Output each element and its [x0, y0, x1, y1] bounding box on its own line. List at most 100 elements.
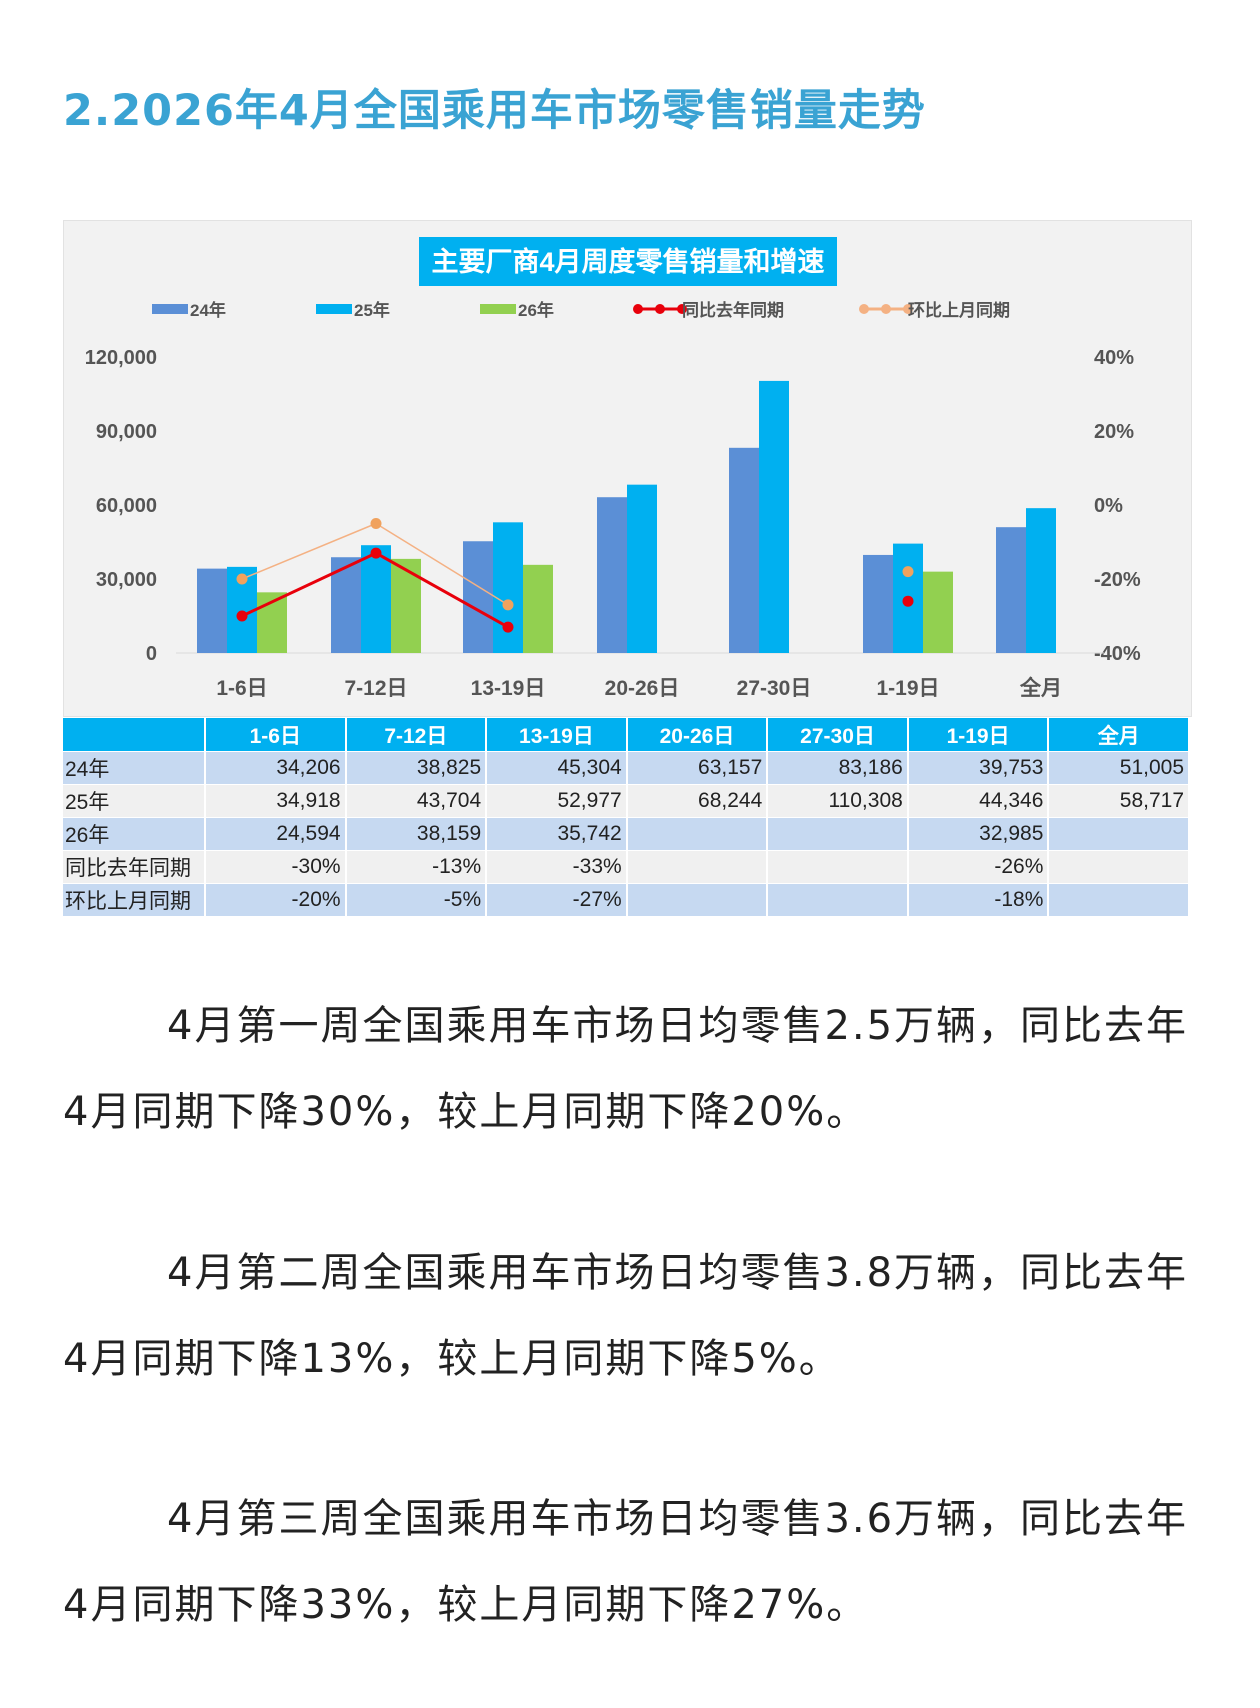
bar-26年 — [523, 564, 553, 653]
table-cell: 24,594 — [206, 818, 345, 850]
table-cell — [768, 818, 907, 850]
table-cell: 38,159 — [346, 818, 486, 850]
table-cell: 63,157 — [627, 752, 767, 784]
legend-marker — [903, 304, 913, 314]
table-cell: -5% — [346, 884, 486, 916]
paragraph-3: 4月第三周全国乘用车市场日均零售3.6万辆，同比去年4月同期下降33%，较上月同… — [63, 1476, 1193, 1648]
line-segment-同比去年同期 — [241, 551, 377, 618]
legend-label: 环比上月同期 — [908, 300, 1010, 320]
table-cell: 110,308 — [768, 785, 907, 817]
table-cell: 52,977 — [487, 785, 626, 817]
bar-26年 — [923, 571, 953, 653]
table-cell: 38,825 — [346, 752, 486, 784]
y-right-tick: -20% — [1094, 569, 1141, 591]
column-header: 13-19日 — [487, 718, 626, 751]
data-table: 1-6日 7-12日 13-19日 20-26日 27-30日 1-19日 全月 24年 34… — [61, 717, 1190, 917]
row-label: 同比去年同期 — [63, 851, 204, 883]
paragraph-text: 4月第二周全国乘用车市场日均零售3.8万辆，同比去年4月同期下降13%，较上月同… — [63, 1250, 1189, 1382]
table-row: 25年 34,918 43,704 52,977 68,244 110,308 44,346… — [63, 785, 1188, 817]
y-left-tick: 120,000 — [85, 347, 157, 369]
legend-label: 同比去年同期 — [682, 300, 784, 320]
bar-24年 — [463, 541, 493, 653]
bar-24年 — [197, 568, 227, 653]
point-环比上月同期 — [502, 599, 514, 611]
point-环比上月同期 — [370, 518, 382, 529]
column-header: 全月 — [1049, 718, 1188, 751]
legend-swatch — [316, 304, 352, 314]
table-cell — [1049, 884, 1188, 916]
point-同比去年同期 — [902, 595, 914, 607]
line-segment-环比上月同期 — [375, 522, 509, 606]
page-heading: 2.2026年4月全国乘用车市场零售销量走势 — [63, 86, 926, 136]
chart-title: 主要厂商4月周度零售销量和增速 — [431, 246, 824, 277]
y-right-tick: 40% — [1094, 347, 1134, 369]
bar-25年 — [759, 380, 789, 653]
column-header: 20-26日 — [627, 718, 767, 751]
row-label: 24年 — [63, 752, 204, 784]
legend-marker — [633, 304, 643, 314]
table-cell: 34,918 — [206, 785, 345, 817]
point-同比去年同期 — [502, 621, 514, 633]
table-cell: -13% — [346, 851, 486, 883]
table-cell: 44,346 — [908, 785, 1048, 817]
table-cell — [627, 851, 767, 883]
table-cell: 83,186 — [768, 752, 907, 784]
x-tick-label: 20-26日 — [605, 677, 680, 700]
point-同比去年同期 — [236, 610, 248, 622]
point-环比上月同期 — [902, 566, 914, 578]
point-同比去年同期 — [370, 547, 382, 559]
x-tick-label: 1-6日 — [216, 677, 267, 700]
x-tick-label: 全月 — [1019, 676, 1062, 700]
y-left-tick: 30,000 — [96, 569, 157, 591]
bar-24年 — [863, 554, 893, 653]
table-cell — [627, 884, 767, 916]
x-tick-label: 27-30日 — [737, 677, 812, 700]
x-tick-label: 1-19日 — [876, 677, 939, 700]
table-cell: -33% — [487, 851, 626, 883]
legend-marker — [859, 304, 869, 314]
table-cell: 32,985 — [908, 818, 1048, 850]
y-right-tick: -40% — [1094, 643, 1141, 665]
table-cell — [1049, 818, 1188, 850]
table-cell: 45,304 — [487, 752, 626, 784]
x-tick-label: 13-19日 — [471, 677, 546, 700]
bar-25年 — [361, 545, 391, 653]
line-segment-同比去年同期 — [375, 551, 509, 629]
line-segment-环比上月同期 — [241, 522, 377, 580]
table-cell: 35,742 — [487, 818, 626, 850]
column-header — [63, 718, 204, 751]
y-left-tick: 0 — [146, 643, 157, 665]
legend-label: 24年 — [190, 300, 226, 320]
y-right-tick: 0% — [1094, 495, 1123, 517]
legend-marker — [655, 304, 665, 314]
chart-svg: 主要厂商4月周度零售销量和增速 24年 25年 26年 同比去年同期 环比上月同期 0 30,… — [85, 237, 1141, 700]
table-cell: -27% — [487, 884, 626, 916]
y-left-tick: 90,000 — [96, 421, 157, 443]
table-cell: 51,005 — [1049, 752, 1188, 784]
table-cell: 68,244 — [627, 785, 767, 817]
point-环比上月同期 — [236, 573, 248, 585]
bar-25年 — [627, 484, 657, 653]
table-cell: -20% — [206, 884, 345, 916]
table-cell — [627, 818, 767, 850]
column-header: 27-30日 — [768, 718, 907, 751]
y-left-tick: 60,000 — [96, 495, 157, 517]
table-row: 26年 24,594 38,159 35,742 32,985 — [63, 818, 1188, 850]
table-cell: 58,717 — [1049, 785, 1188, 817]
legend-marker — [881, 304, 891, 314]
bar-24年 — [996, 527, 1026, 653]
table-cell — [768, 884, 907, 916]
legend-swatch — [152, 304, 188, 314]
table-row: 24年 34,206 38,825 45,304 63,157 83,186 39,753 5… — [63, 752, 1188, 784]
table-cell: -30% — [206, 851, 345, 883]
x-tick-label: 7-12日 — [344, 677, 407, 700]
table-row: 环比上月同期 -20% -5% -27% -18% — [63, 884, 1188, 916]
bar-24年 — [729, 447, 759, 653]
row-label: 26年 — [63, 818, 204, 850]
legend-swatch — [480, 304, 516, 314]
table-row: 同比去年同期 -30% -13% -33% -26% — [63, 851, 1188, 883]
table-cell: 43,704 — [346, 785, 486, 817]
table-cell: 34,206 — [206, 752, 345, 784]
chart-title-box — [419, 237, 837, 286]
legend-marker — [677, 304, 687, 314]
